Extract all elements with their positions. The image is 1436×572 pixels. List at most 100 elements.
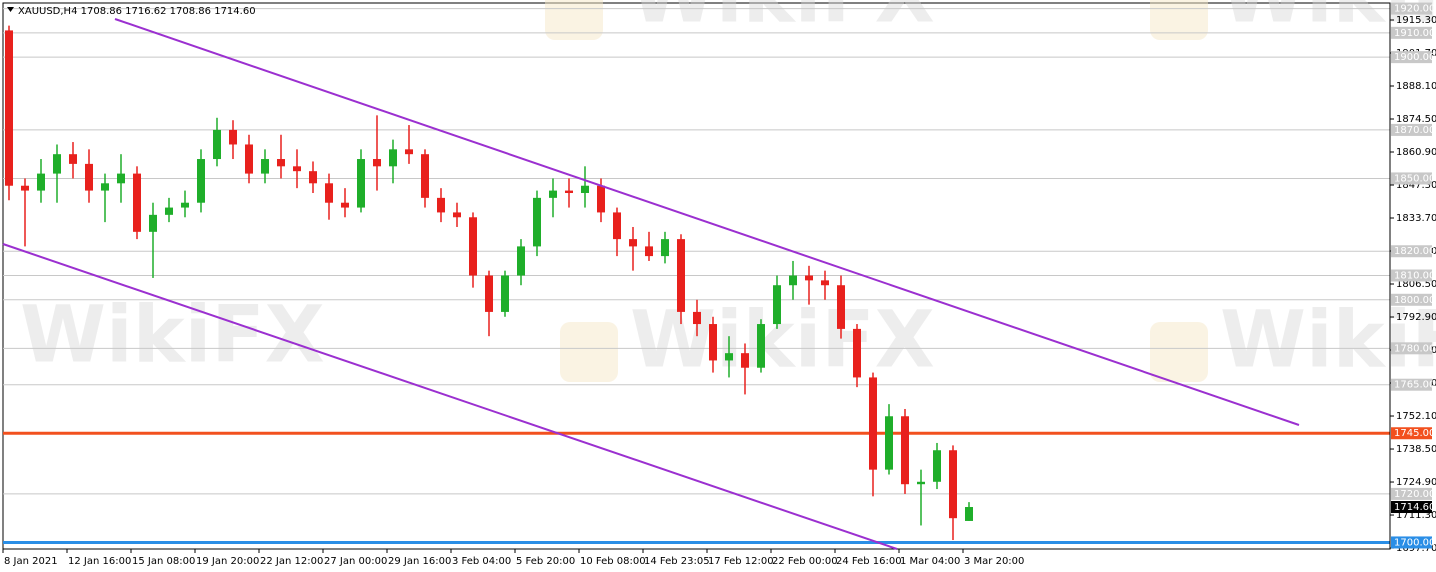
candle-body [757, 324, 765, 368]
candle-body [885, 416, 893, 470]
x-tick-label: 3 Mar 20:00 [964, 556, 1024, 567]
candle-body [325, 183, 333, 203]
trendline-lower [2, 243, 898, 550]
level-label-box [1391, 2, 1432, 15]
candle-body [133, 173, 141, 232]
candle-body [645, 246, 653, 257]
candle-body [341, 202, 349, 208]
watermark-logo [1150, 0, 1208, 40]
level-label: 1800.00 [1394, 295, 1435, 306]
x-tick-label: 3 Feb 04:00 [452, 556, 511, 567]
level-label-box [1391, 342, 1432, 355]
candle-body [805, 275, 813, 281]
candle-body [533, 197, 541, 247]
x-tick-label: 1 Mar 04:00 [900, 556, 960, 567]
x-tick-label: 10 Feb 08:00 [580, 556, 646, 567]
candle-body [357, 159, 365, 208]
candle-body [165, 207, 173, 215]
y-tick-label: 1806.50 [1396, 279, 1436, 290]
candle-body [693, 311, 701, 325]
candle-body [725, 353, 733, 361]
level-label-box [1391, 51, 1432, 64]
candle-body [85, 163, 93, 191]
candle-body [453, 212, 461, 218]
watermark-logo [560, 322, 618, 382]
candles [5, 25, 973, 541]
candle-body [309, 171, 317, 184]
level-label: 1850.00 [1394, 173, 1435, 184]
candle-body [869, 377, 877, 470]
candle-body [629, 239, 637, 247]
candle-body [277, 159, 285, 167]
watermark: WikiFX [1220, 295, 1436, 385]
y-tick-label: 1711.30 [1396, 510, 1436, 521]
candle-body [517, 246, 525, 276]
y-tick-label: 1724.90 [1396, 477, 1436, 488]
candle-body [677, 239, 685, 312]
x-tick-label: 5 Feb 20:00 [516, 556, 575, 567]
level-label-box [1391, 293, 1432, 306]
x-tick-label: 29 Jan 16:00 [388, 556, 451, 567]
candle-body [581, 185, 589, 194]
y-tick-label: 1833.70 [1396, 213, 1436, 224]
watermark: WikiFX [630, 0, 935, 40]
candle-body [661, 239, 669, 257]
y-tick-label: 1738.50 [1396, 444, 1436, 455]
y-tick-label: 1860.90 [1396, 147, 1436, 158]
candle-body [101, 183, 109, 191]
candle-body [821, 280, 829, 286]
x-tick-label: 22 Feb 00:00 [772, 556, 838, 567]
level-label-box [1391, 487, 1432, 500]
candle-body [565, 190, 573, 194]
candle-body [181, 202, 189, 208]
candle-body [117, 173, 125, 184]
candle-body [949, 450, 957, 519]
candle-body [373, 159, 381, 167]
y-tick-label: 1888.10 [1396, 81, 1436, 92]
candle-body [229, 129, 237, 145]
candle-body [965, 507, 973, 521]
menu-arrow [7, 7, 14, 12]
candle-body [405, 149, 413, 155]
level-label-box [1391, 245, 1432, 258]
x-tick-label: 17 Feb 12:00 [708, 556, 774, 567]
x-tick-label: 14 Feb 23:05 [644, 556, 710, 567]
candle-body [597, 185, 605, 213]
candle-body [773, 285, 781, 325]
y-tick-label: 1847.30 [1396, 180, 1436, 191]
level-label: 1900.00 [1394, 52, 1435, 63]
candle-body [613, 212, 621, 240]
candle-body [549, 190, 557, 198]
price-label-box [1391, 536, 1432, 549]
chart-title: XAUUSD,H4 1708.86 1716.62 1708.86 1714.6… [18, 6, 256, 17]
candle-body [37, 173, 45, 191]
candle-body [933, 450, 941, 482]
y-tick-label: 1874.50 [1396, 114, 1436, 125]
candle-body [293, 166, 301, 172]
last-price-box [1391, 501, 1432, 514]
x-tick-label: 8 Jan 2021 [4, 556, 58, 567]
trendline-upper [114, 18, 1300, 426]
level-label: 1920.00 [1394, 4, 1435, 15]
y-tick-label: 1752.10 [1396, 411, 1436, 422]
candle-body [917, 481, 925, 485]
level-label-box [1391, 172, 1432, 185]
price-label-box [1391, 427, 1432, 440]
x-tick-label: 27 Jan 00:00 [324, 556, 387, 567]
candle-body [901, 416, 909, 485]
x-tick-label: 19 Jan 20:00 [196, 556, 259, 567]
watermark: WikiFX [630, 295, 935, 385]
candle-body [149, 214, 157, 232]
x-tick-label: 24 Feb 16:00 [836, 556, 902, 567]
x-tick-label: 12 Jan 16:00 [68, 556, 131, 567]
level-label-box [1391, 378, 1432, 391]
candle-body [69, 154, 77, 164]
candle-body [197, 159, 205, 203]
candle-body [437, 197, 445, 213]
watermark: WikiFX [20, 290, 325, 380]
candle-body [389, 149, 397, 167]
candle-body [5, 30, 13, 186]
